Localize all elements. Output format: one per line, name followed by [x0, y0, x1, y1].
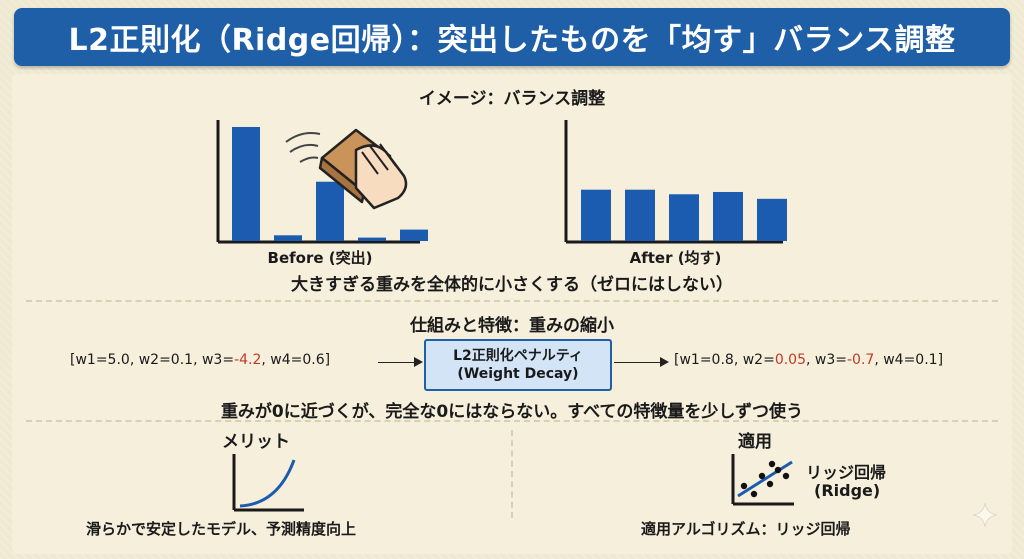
application-caption: 適用アルゴリズム：リッジ回帰 [641, 520, 851, 538]
highlight-weight: -4.2 [234, 352, 262, 368]
merit-caption: 滑らかで安定したモデル、予測精度向上 [86, 520, 357, 538]
section-divider-vertical [511, 430, 513, 518]
before-bar-chart [216, 120, 428, 244]
after-bar-3 [669, 194, 699, 241]
before-bar-3 [316, 181, 344, 241]
image-section-summary: 大きすぎる重みを全体的に小さくする（ゼロにはしない） [291, 275, 733, 295]
ridge-label: リッジ回帰 [806, 463, 887, 482]
penalty-title: L2正則化ペナルティ [453, 348, 583, 364]
title-banner: L2正則化（Ridge回帰）：突出したものを「均す」バランス調整 [14, 8, 1010, 66]
penalty-box: L2正則化ペナルティ (Weight Decay) [424, 339, 612, 391]
highlight-weight: -0.7 [846, 352, 875, 368]
section-divider-2 [26, 420, 998, 422]
mechanism-section-summary: 重みが0に近づくが、完全な0にはならない。すべての特徴量を少しずつ使う [220, 402, 804, 422]
ridge-sublabel: (Ridge) [814, 481, 881, 500]
before-bar-1 [232, 127, 260, 241]
arrow-left-head [414, 357, 423, 367]
after-weights: [w1=0.8, w2=0.05, w3=-0.7, w4=0.1] [674, 352, 944, 368]
before-bar-5 [400, 229, 428, 241]
arrow-right-head [660, 357, 669, 367]
application-heading: 適用 [738, 432, 772, 452]
before-label: Before (突出) [267, 249, 373, 267]
after-bar-2 [625, 189, 655, 241]
before-bar-4 [358, 237, 386, 241]
after-bar-5 [757, 198, 787, 241]
after-bar-4 [713, 191, 743, 241]
section-divider-1 [26, 300, 998, 302]
after-bar-chart [564, 120, 787, 244]
highlight-weight: 0.05 [774, 352, 806, 368]
sparkle-icon [972, 502, 998, 528]
arrow-right-line [614, 362, 662, 363]
mechanism-section-heading: 仕組みと特徴：重みの縮小 [410, 316, 614, 336]
before-weights: [w1=5.0, w2=0.1, w3=-4.2, w4=0.6] [70, 352, 331, 368]
after-label: After (均す) [629, 249, 722, 267]
before-bar-2 [274, 235, 302, 241]
page-title: L2正則化（Ridge回帰）：突出したものを「均す」バランス調整 [68, 23, 956, 58]
image-section-heading: イメージ：バランス調整 [418, 89, 606, 109]
hand-wiping-sponge-icon [285, 128, 408, 210]
penalty-subtitle: (Weight Decay) [457, 366, 579, 382]
regression-scatter-icon [731, 454, 794, 506]
after-bar-1 [581, 189, 611, 241]
smooth-curve-graph-icon [232, 454, 304, 512]
merit-heading: メリット [222, 432, 290, 452]
arrow-left-line [378, 362, 416, 363]
